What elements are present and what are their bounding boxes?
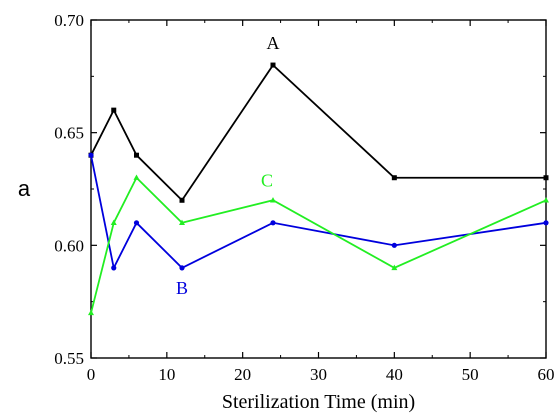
data-point [111,107,117,113]
plot-frame [90,19,547,359]
data-point [179,219,185,225]
data-point [88,309,94,316]
y-axis-title: a [18,176,31,201]
x-tick-label: 30 [310,365,327,384]
series-label-A: A [267,33,280,53]
data-point [179,265,185,271]
y-tick-label: 0.60 [54,236,84,255]
data-point [270,197,276,203]
x-tick-label: 40 [386,365,403,384]
y-tick-label: 0.65 [54,124,84,143]
y-tick-label: 0.70 [54,11,84,30]
y-tick-label: 0.55 [54,349,84,368]
data-point [111,265,117,271]
data-point [88,152,94,158]
x-tick-label: 20 [234,365,251,384]
series-label-C: C [261,170,273,190]
data-point [133,220,140,226]
data-point [270,220,276,226]
series-layer: A B C [88,33,549,316]
series-label-B: B [176,278,188,298]
data-point [391,264,398,271]
x-tick-label: 60 [538,365,555,384]
data-point [543,197,549,203]
data-point [391,242,397,248]
data-point [391,175,397,181]
series-line-A [90,63,546,202]
series-B: B [88,152,549,298]
x-tick-label: 10 [158,365,175,384]
data-point [133,174,140,180]
series-C: C [88,170,549,316]
axes: 0 10 20 30 40 50 60 0.55 0.60 0.65 0.70 [54,11,554,384]
data-point [543,220,549,226]
x-tick-label: 50 [462,365,479,384]
data-point [110,219,117,225]
data-point [134,152,139,158]
data-point [179,197,185,203]
series-A: A [88,33,549,203]
data-point [543,175,549,181]
series-line-B [90,155,547,271]
x-axis-title: Sterilization Time (min) [222,391,415,413]
data-point [270,62,276,68]
x-tick-label: 0 [87,365,96,384]
